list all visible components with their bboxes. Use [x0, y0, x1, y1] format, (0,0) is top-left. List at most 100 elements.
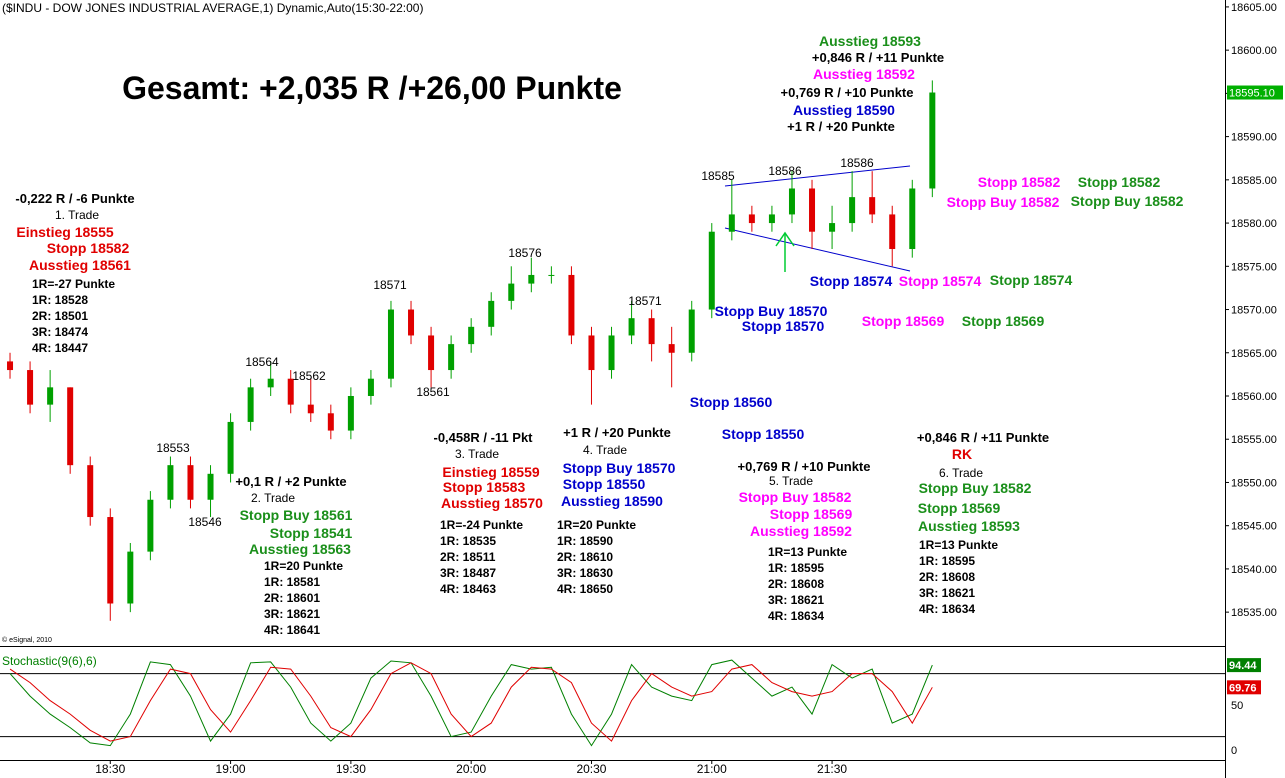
candle-body — [7, 361, 14, 371]
candle-body — [267, 378, 274, 388]
annotation: Stopp 18550 — [563, 476, 646, 492]
last-value-box — [1227, 658, 1261, 673]
annotation: Stopp 18582 — [47, 240, 130, 256]
annotation: 3R: 18630 — [557, 566, 613, 580]
last-price-box — [1227, 85, 1283, 100]
y-tick-label: 18570.00 — [1231, 305, 1277, 317]
annotation: Stopp 18569 — [918, 500, 1001, 516]
annotation: +1 R / +20 Punkte — [787, 119, 895, 134]
annotation: Stopp 18582 — [1078, 174, 1161, 190]
candle-body — [728, 214, 735, 232]
annotation: +0,846 R / +11 Punkte — [812, 50, 944, 65]
candle-body — [367, 378, 374, 396]
candle-body — [889, 214, 896, 250]
indicator-title: Stochastic(9(6),6) — [2, 654, 97, 668]
annotation: Stopp 18550 — [722, 426, 805, 442]
y-tick-label: 18555.00 — [1231, 434, 1277, 446]
summary: Gesamt: +2,035 R /+26,00 Punkte — [122, 70, 622, 106]
y-tick-label: 18580.00 — [1231, 218, 1277, 230]
last-price-label: 18595.10 — [1229, 88, 1275, 100]
x-tick-label: 19:00 — [216, 762, 246, 776]
candle-body — [387, 309, 394, 379]
annotation: -0,222 R / -6 Punkte — [15, 191, 134, 206]
annotation: Ausstieg 18590 — [793, 102, 895, 118]
annotation: Ausstieg 18593 — [819, 33, 921, 49]
annotation: 3R: 18474 — [32, 325, 88, 339]
candle-body — [508, 283, 515, 301]
candle-body — [929, 92, 936, 189]
annotation: 1R=20 Punkte — [264, 559, 343, 573]
annotation: 4R: 18463 — [440, 582, 496, 596]
y-tick-label: 18575.00 — [1231, 261, 1277, 273]
annotation: 18564 — [245, 355, 279, 369]
candle-body — [287, 378, 294, 405]
candle-body — [147, 499, 154, 552]
candle-body — [488, 300, 495, 327]
annotation: Stopp Buy 18561 — [240, 507, 353, 523]
annotation: Stopp 18569 — [962, 313, 1045, 329]
x-tick-label: 20:30 — [576, 762, 606, 776]
y-tick-label: 50 — [1231, 700, 1243, 712]
annotation: 18571 — [373, 278, 407, 292]
candle-body — [568, 274, 575, 336]
annotation: Stopp Buy 18582 — [947, 194, 1060, 210]
annotation: Stopp 18574 — [899, 273, 982, 289]
annotation: 2. Trade — [251, 491, 295, 505]
annotation: Stopp 18582 — [978, 174, 1061, 190]
annotation: Stopp Buy 18582 — [1071, 193, 1184, 209]
annotation: Ausstieg 18590 — [561, 493, 663, 509]
annotation: 3R: 18487 — [440, 566, 496, 580]
candle-body — [227, 421, 234, 474]
candle-body — [347, 395, 354, 431]
annotation: Stopp 18541 — [270, 525, 353, 541]
candle-body — [829, 223, 836, 232]
x-tick-label: 21:30 — [817, 762, 847, 776]
annotation: 18576 — [508, 246, 542, 260]
candle-body — [327, 413, 334, 431]
annotation: Stopp 18569 — [862, 313, 945, 329]
annotation: Einstieg 18555 — [16, 224, 113, 240]
candle-body — [668, 344, 675, 353]
annotation: 1R: 18595 — [768, 561, 824, 575]
y-tick-label: 18560.00 — [1231, 391, 1277, 403]
annotation: Stopp 18570 — [742, 318, 825, 334]
x-tick-label: 20:00 — [456, 762, 486, 776]
annotation: Ausstieg 18563 — [249, 541, 351, 557]
candle-body — [628, 318, 635, 336]
y-tick-label: 18565.00 — [1231, 348, 1277, 360]
candle-body — [588, 335, 595, 371]
annotation: 1R: 18581 — [264, 575, 320, 589]
annotation: Einstieg 18559 — [442, 464, 539, 480]
candle-body — [27, 370, 34, 405]
annotation: 3R: 18621 — [919, 586, 975, 600]
last-value-label: 69.76 — [1229, 682, 1257, 694]
y-tick-label: 18545.00 — [1231, 521, 1277, 533]
annotation: 4R: 18641 — [264, 623, 320, 637]
annotation: 1R=-24 Punkte — [440, 518, 523, 532]
annotation: 1R=13 Punkte — [768, 545, 847, 559]
wedge-upper — [724, 165, 911, 187]
candle-body — [548, 274, 555, 276]
annotation: +0,769 R / +10 Punkte — [781, 85, 914, 100]
annotation: 2R: 18601 — [264, 591, 320, 605]
candle-body — [528, 274, 535, 284]
candle-body — [788, 188, 795, 215]
annotation: 18571 — [628, 294, 662, 308]
annotation: Ausstieg 18592 — [750, 523, 852, 539]
annotation: 3R: 18621 — [264, 607, 320, 621]
y-tick-label: 18605.00 — [1231, 2, 1277, 14]
candle-body — [87, 465, 94, 518]
annotation: 6. Trade — [939, 466, 983, 480]
annotation: 2R: 18511 — [440, 550, 496, 564]
annotation: 2R: 18608 — [919, 570, 975, 584]
annotation: RK — [952, 446, 972, 462]
annotation: Stopp Buy 18582 — [739, 489, 852, 505]
candle-body — [307, 404, 314, 414]
annotation: -0,458R / -11 Pkt — [434, 430, 534, 445]
annotation: 4R: 18634 — [768, 609, 824, 623]
candle-body — [207, 473, 214, 500]
annotation: +1 R / +20 Punkte — [563, 425, 671, 440]
annotation: 4R: 18447 — [32, 341, 88, 355]
annotation: Stopp 18574 — [990, 272, 1073, 288]
annotation: 18586 — [840, 156, 874, 170]
